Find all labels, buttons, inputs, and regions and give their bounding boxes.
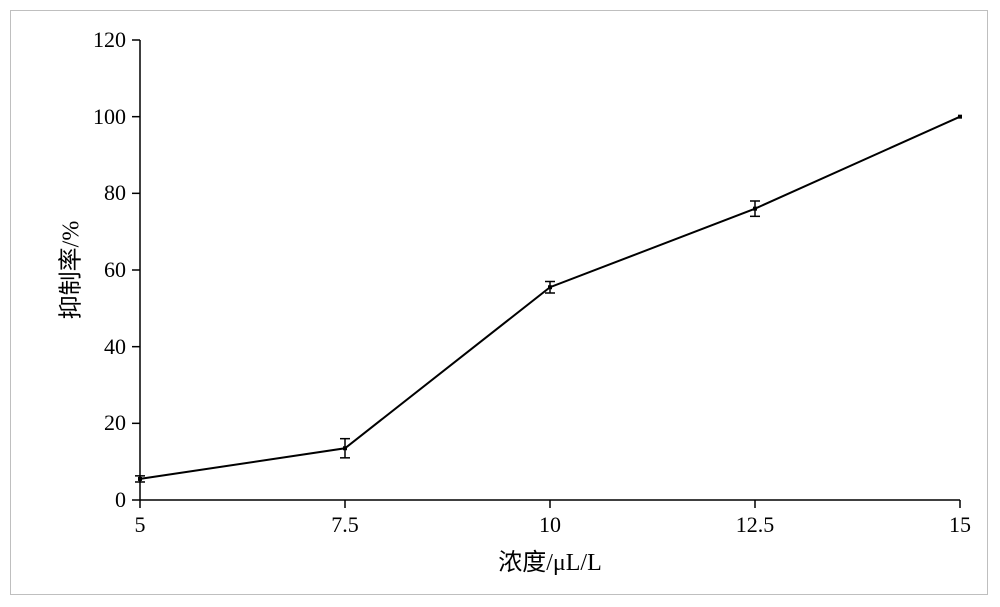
x-tick-label: 15 bbox=[949, 512, 971, 538]
y-tick-label: 0 bbox=[115, 487, 126, 513]
x-tick-label: 5 bbox=[135, 512, 146, 538]
x-tick-label: 7.5 bbox=[331, 512, 359, 538]
data-series bbox=[10, 10, 990, 597]
y-tick-label: 120 bbox=[93, 27, 126, 53]
y-tick-label: 40 bbox=[104, 334, 126, 360]
y-tick-label: 80 bbox=[104, 180, 126, 206]
y-tick-label: 100 bbox=[93, 104, 126, 130]
x-tick-label: 10 bbox=[539, 512, 561, 538]
y-tick-label: 60 bbox=[104, 257, 126, 283]
x-tick-label: 12.5 bbox=[736, 512, 775, 538]
y-tick-label: 20 bbox=[104, 410, 126, 436]
line-chart: 抑制率/% 浓度/μL/L 02040608010012057.51012.51… bbox=[10, 10, 990, 597]
